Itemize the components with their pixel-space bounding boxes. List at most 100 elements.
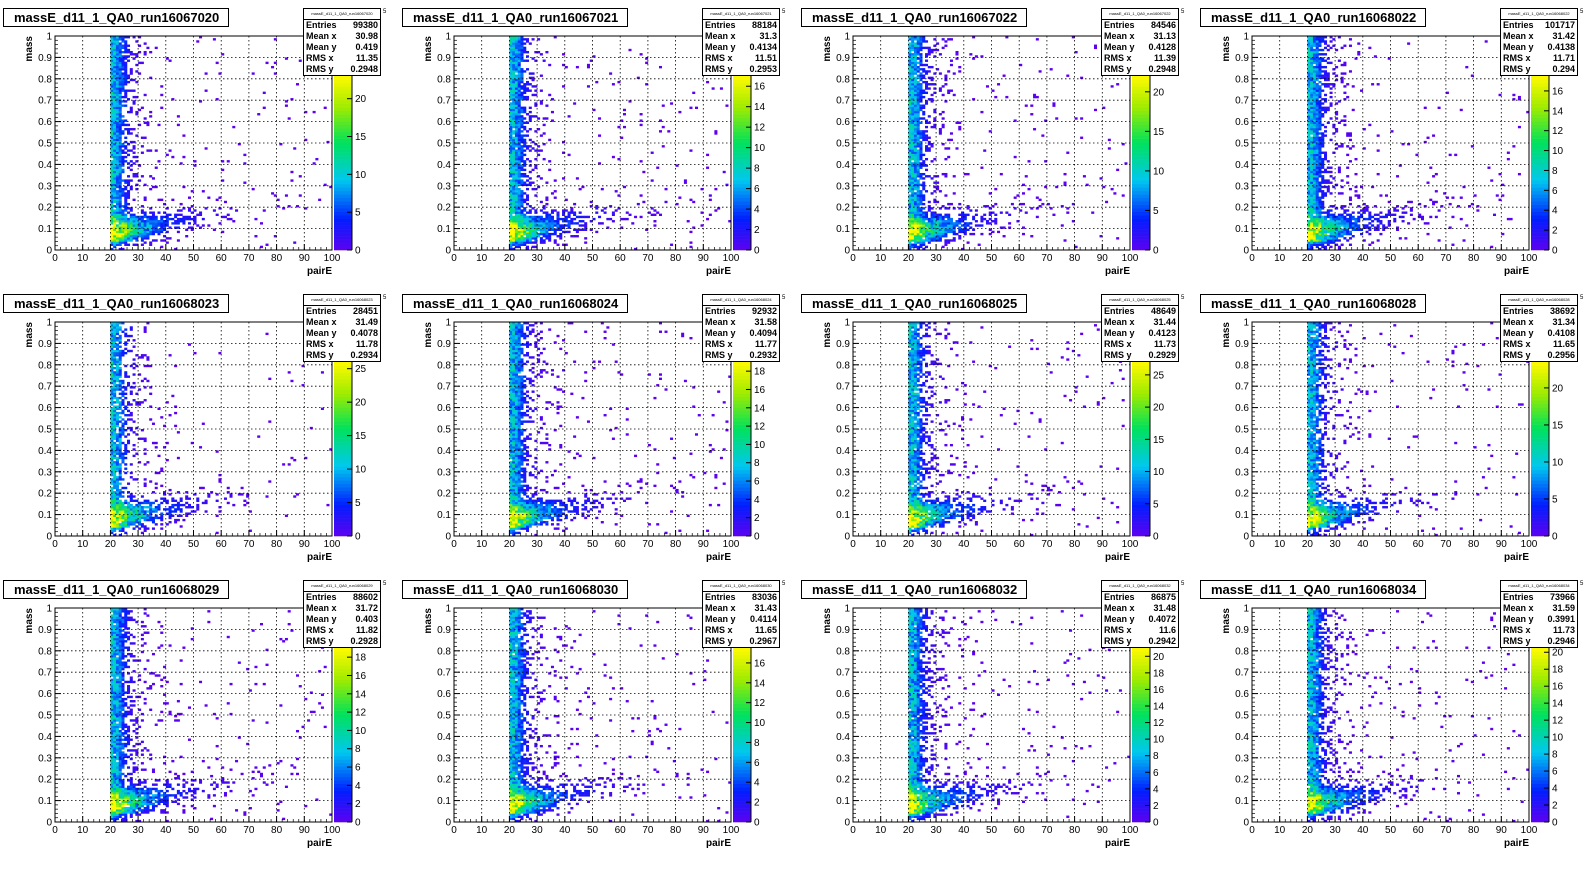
histogram-cell xyxy=(1318,63,1322,67)
histogram-cell xyxy=(121,247,125,251)
histogram-cell xyxy=(149,187,153,191)
histogram-cell xyxy=(539,232,543,236)
histogram-cell xyxy=(520,121,524,124)
histogram-cell xyxy=(113,200,117,204)
histogram-cell xyxy=(949,38,953,41)
histogram-cell xyxy=(930,143,934,146)
histogram-cell xyxy=(129,215,133,219)
histogram-cell xyxy=(1387,213,1391,217)
histogram-cell xyxy=(1055,185,1059,189)
histogram-cell xyxy=(539,224,543,227)
histogram-cell xyxy=(229,207,233,210)
histogram-cell xyxy=(115,42,119,45)
histogram-cell xyxy=(118,123,122,127)
histogram-cell xyxy=(115,172,119,176)
histogram-cell xyxy=(958,237,962,240)
histogram-cell xyxy=(908,70,912,73)
histogram-cell xyxy=(118,108,122,112)
histogram-cell xyxy=(944,230,948,234)
histogram-cell xyxy=(952,222,956,225)
histogram-cell xyxy=(1326,239,1330,242)
histogram-cell xyxy=(132,95,136,99)
histogram-cell xyxy=(908,232,912,236)
histogram-cell xyxy=(603,207,607,210)
histogram-cell xyxy=(221,168,225,172)
histogram-cell xyxy=(988,222,992,225)
histogram-cell xyxy=(908,164,912,167)
histogram-cell xyxy=(1445,91,1449,95)
y-tick-label: 0.1 xyxy=(38,224,52,235)
histogram-cell xyxy=(919,136,923,139)
histogram-cell xyxy=(919,57,923,60)
histogram-cell xyxy=(1080,136,1084,139)
histogram-cell xyxy=(1038,70,1042,73)
histogram-cell xyxy=(121,68,125,71)
histogram-cell xyxy=(1310,53,1314,56)
histogram-cell xyxy=(936,220,940,223)
histogram-cell xyxy=(1324,130,1328,133)
histogram-cell xyxy=(933,110,937,114)
histogram-cell xyxy=(1329,91,1333,95)
x-tick-label: 50 xyxy=(188,253,200,264)
histogram-cell xyxy=(1326,243,1330,246)
histogram-cell xyxy=(110,89,114,92)
histogram-cell xyxy=(1332,237,1336,240)
histogram-cell xyxy=(110,80,114,84)
histogram-cell xyxy=(689,149,693,152)
histogram-cell xyxy=(1321,192,1325,195)
histogram-cell xyxy=(157,198,161,202)
histogram-cell xyxy=(110,205,114,208)
histogram-cell xyxy=(517,65,521,69)
histogram-cell xyxy=(1307,119,1311,122)
histogram-cell xyxy=(132,100,136,103)
colorbar-tick-label: 5 xyxy=(355,208,361,219)
histogram-cell xyxy=(129,78,133,82)
histogram-cell xyxy=(110,155,114,159)
histogram-cell xyxy=(728,220,732,223)
histogram-cell xyxy=(963,224,967,227)
histogram-cell xyxy=(110,241,114,244)
histogram-cell xyxy=(913,207,917,210)
histogram-cell xyxy=(545,235,549,238)
histogram-cell xyxy=(1307,179,1311,182)
histogram-cell xyxy=(135,183,139,187)
histogram-cell xyxy=(1454,153,1458,157)
histogram-cell xyxy=(1324,194,1328,197)
histogram-cell xyxy=(972,217,976,221)
histogram-cell xyxy=(1307,115,1311,118)
histogram-cell xyxy=(174,213,178,217)
histogram-cell xyxy=(1310,115,1314,118)
histogram-cell xyxy=(1346,153,1350,157)
histogram-cell xyxy=(974,213,978,217)
histogram-cell xyxy=(1365,224,1369,227)
histogram-cell xyxy=(115,147,119,150)
histogram-cell xyxy=(121,63,125,67)
histogram-cell xyxy=(512,44,516,47)
histogram-cell xyxy=(922,117,926,120)
histogram-cell xyxy=(157,228,161,231)
histogram-cell xyxy=(1033,93,1037,97)
histogram-cell xyxy=(1315,198,1319,202)
histogram-cell xyxy=(1418,213,1422,217)
histogram-cell xyxy=(520,72,524,75)
histogram-cell xyxy=(520,98,524,101)
histogram-cell xyxy=(985,222,989,225)
histogram-cell xyxy=(955,222,959,225)
histogram-cell xyxy=(118,89,122,92)
histogram-cell xyxy=(110,65,114,69)
x-axis-label: pairE xyxy=(307,266,332,277)
histogram-cell xyxy=(124,155,128,159)
histogram-cell xyxy=(919,222,923,225)
histogram-cell xyxy=(115,104,119,107)
colorbar-band xyxy=(733,89,751,94)
histogram-cell xyxy=(1326,108,1330,112)
histogram-cell xyxy=(1310,138,1314,142)
histogram-cell xyxy=(911,202,915,206)
histogram-cell xyxy=(176,220,180,223)
colorbar-band xyxy=(334,138,352,143)
histogram-cell xyxy=(514,102,518,105)
histogram-cell xyxy=(542,235,546,238)
histogram-cell xyxy=(528,42,532,45)
histogram-cell xyxy=(115,226,119,229)
histogram-cell xyxy=(944,241,948,244)
